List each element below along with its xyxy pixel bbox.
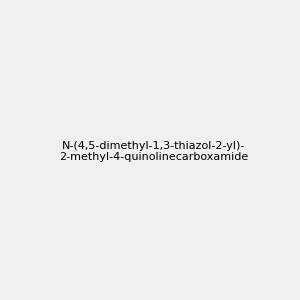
Text: N-(4,5-dimethyl-1,3-thiazol-2-yl)-
2-methyl-4-quinolinecarboxamide: N-(4,5-dimethyl-1,3-thiazol-2-yl)- 2-met…	[59, 141, 248, 162]
